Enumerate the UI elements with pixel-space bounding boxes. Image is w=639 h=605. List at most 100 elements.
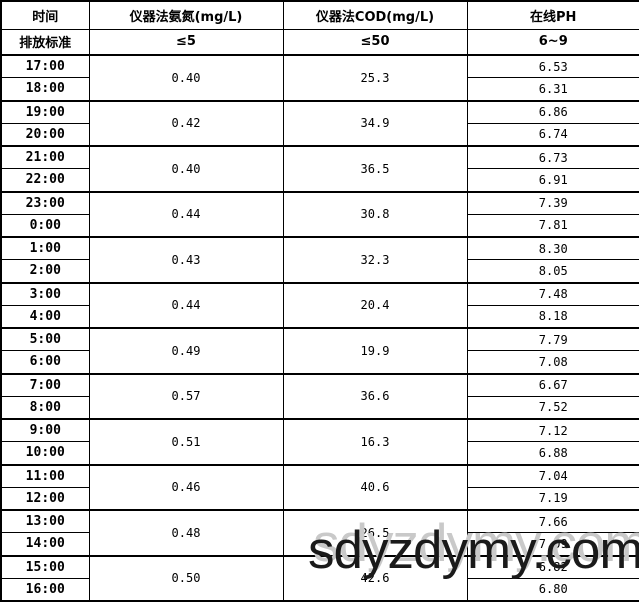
time-cell: 19:00 [0, 99, 90, 124]
table-row: 19:00 0.42 34.9 6.86 [0, 99, 639, 147]
ph-value-cell: 6.80 [466, 577, 639, 602]
cod-value-cell: 16.3 [282, 418, 468, 465]
standard-cod: ≤50 [282, 28, 468, 56]
ph-value-cell: 6.31 [466, 77, 639, 101]
ph-value-cell: 6.74 [466, 122, 639, 147]
ammonia-value-cell: 0.57 [88, 372, 284, 420]
time-cell: 3:00 [0, 281, 90, 306]
ammonia-value-cell: 0.40 [88, 145, 284, 192]
table-row: 7:00 0.57 36.6 6.67 [0, 372, 639, 420]
time-cell: 1:00 [0, 236, 90, 261]
time-cell: 18:00 [0, 77, 90, 101]
time-cell: 5:00 [0, 327, 90, 352]
ph-value-cell: 7.79 [466, 327, 639, 352]
table-row: 5:00 0.49 19.9 7.79 [0, 327, 639, 374]
time-cell: 8:00 [0, 395, 90, 420]
ammonia-value-cell: 0.43 [88, 236, 284, 283]
ph-value-cell: 7.39 [466, 190, 639, 215]
table-row: 6:00 7.08 [0, 350, 639, 374]
time-cell: 6:00 [0, 350, 90, 374]
cod-value-cell: 32.3 [282, 236, 468, 283]
ammonia-value-cell: 0.40 [88, 54, 284, 101]
time-cell: 23:00 [0, 190, 90, 215]
ph-value-cell: 7.12 [466, 418, 639, 443]
ph-value-cell: 8.18 [466, 304, 639, 329]
cod-value-cell: 25.3 [282, 54, 468, 101]
table-row: 15:00 0.50 42.6 6.82 [0, 554, 639, 602]
table-row: 14:00 7.09 [0, 532, 639, 556]
ammonia-value-cell: 0.46 [88, 463, 284, 511]
standard-row: 排放标准 ≤5 ≤50 6~9 [0, 28, 639, 56]
cod-value-cell: 34.9 [282, 99, 468, 147]
cod-value-cell: 30.8 [282, 190, 468, 238]
time-cell: 17:00 [0, 54, 90, 79]
standard-ammonia: ≤5 [88, 28, 284, 56]
table-row: 22:00 6.91 [0, 168, 639, 192]
cod-value-cell: 36.6 [282, 372, 468, 420]
ph-value-cell: 6.73 [466, 145, 639, 170]
col-header-cod: 仪器法COD(mg/L) [282, 0, 468, 30]
col-header-ammonia: 仪器法氨氮(mg/L) [88, 0, 284, 30]
time-cell: 16:00 [0, 577, 90, 602]
ph-value-cell: 8.30 [466, 236, 639, 261]
table-row: 11:00 0.46 40.6 7.04 [0, 463, 639, 511]
watermark-text: sdyzdymy.com [308, 521, 639, 580]
time-cell: 0:00 [0, 213, 90, 238]
time-cell: 14:00 [0, 532, 90, 556]
header-row: 时间 仪器法氨氮(mg/L) 仪器法COD(mg/L) 在线PH [0, 0, 639, 30]
table-row: 20:00 6.74 [0, 122, 639, 147]
time-cell: 4:00 [0, 304, 90, 329]
time-cell: 13:00 [0, 509, 90, 534]
ammonia-value-cell: 0.50 [88, 554, 284, 602]
time-cell: 22:00 [0, 168, 90, 192]
ph-value-cell: 7.81 [466, 213, 639, 238]
table-row: 12:00 7.19 [0, 486, 639, 511]
col-header-ph: 在线PH [466, 0, 639, 30]
ammonia-value-cell: 0.51 [88, 418, 284, 465]
time-cell: 15:00 [0, 554, 90, 579]
ammonia-value-cell: 0.42 [88, 99, 284, 147]
table-row: 9:00 0.51 16.3 7.12 [0, 418, 639, 465]
table-row: 23:00 0.44 30.8 7.39 [0, 190, 639, 238]
ammonia-value-cell: 0.49 [88, 327, 284, 374]
cod-value-cell: 19.9 [282, 327, 468, 374]
cod-value-cell: 20.4 [282, 281, 468, 329]
time-cell: 21:00 [0, 145, 90, 170]
cod-value-cell: 42.6 [282, 554, 468, 602]
cod-value-cell: 40.6 [282, 463, 468, 511]
ammonia-value-cell: 0.44 [88, 281, 284, 329]
ph-value-cell: 8.05 [466, 259, 639, 283]
table-row: 16:00 6.80 [0, 577, 639, 602]
time-cell: 20:00 [0, 122, 90, 147]
table-row: 13:00 0.48 26.5 7.66 [0, 509, 639, 556]
table-row: 4:00 8.18 [0, 304, 639, 329]
table-row: 1:00 0.43 32.3 8.30 [0, 236, 639, 283]
table-row: 3:00 0.44 20.4 7.48 [0, 281, 639, 329]
table-row: 21:00 0.40 36.5 6.73 [0, 145, 639, 192]
standard-label: 排放标准 [0, 28, 90, 56]
time-cell: 12:00 [0, 486, 90, 511]
col-header-time: 时间 [0, 0, 90, 30]
ph-value-cell: 6.91 [466, 168, 639, 192]
ph-value-cell: 6.53 [466, 54, 639, 79]
ph-value-cell: 6.86 [466, 99, 639, 124]
ph-value-cell: 7.08 [466, 350, 639, 374]
ph-value-cell: 7.19 [466, 486, 639, 511]
standard-ph: 6~9 [466, 28, 639, 56]
ammonia-value-cell: 0.48 [88, 509, 284, 556]
cod-value-cell: 36.5 [282, 145, 468, 192]
ammonia-value-cell: 0.44 [88, 190, 284, 238]
time-cell: 10:00 [0, 441, 90, 465]
ph-value-cell: 7.04 [466, 463, 639, 488]
ph-value-cell: 6.88 [466, 441, 639, 465]
ph-value-cell: 6.67 [466, 372, 639, 397]
table-row: 17:00 0.40 25.3 6.53 [0, 54, 639, 101]
ph-value-cell: 7.52 [466, 395, 639, 420]
time-cell: 2:00 [0, 259, 90, 283]
time-cell: 11:00 [0, 463, 90, 488]
ph-value-cell: 7.48 [466, 281, 639, 306]
table-row: 0:00 7.81 [0, 213, 639, 238]
time-cell: 9:00 [0, 418, 90, 443]
time-cell: 7:00 [0, 372, 90, 397]
